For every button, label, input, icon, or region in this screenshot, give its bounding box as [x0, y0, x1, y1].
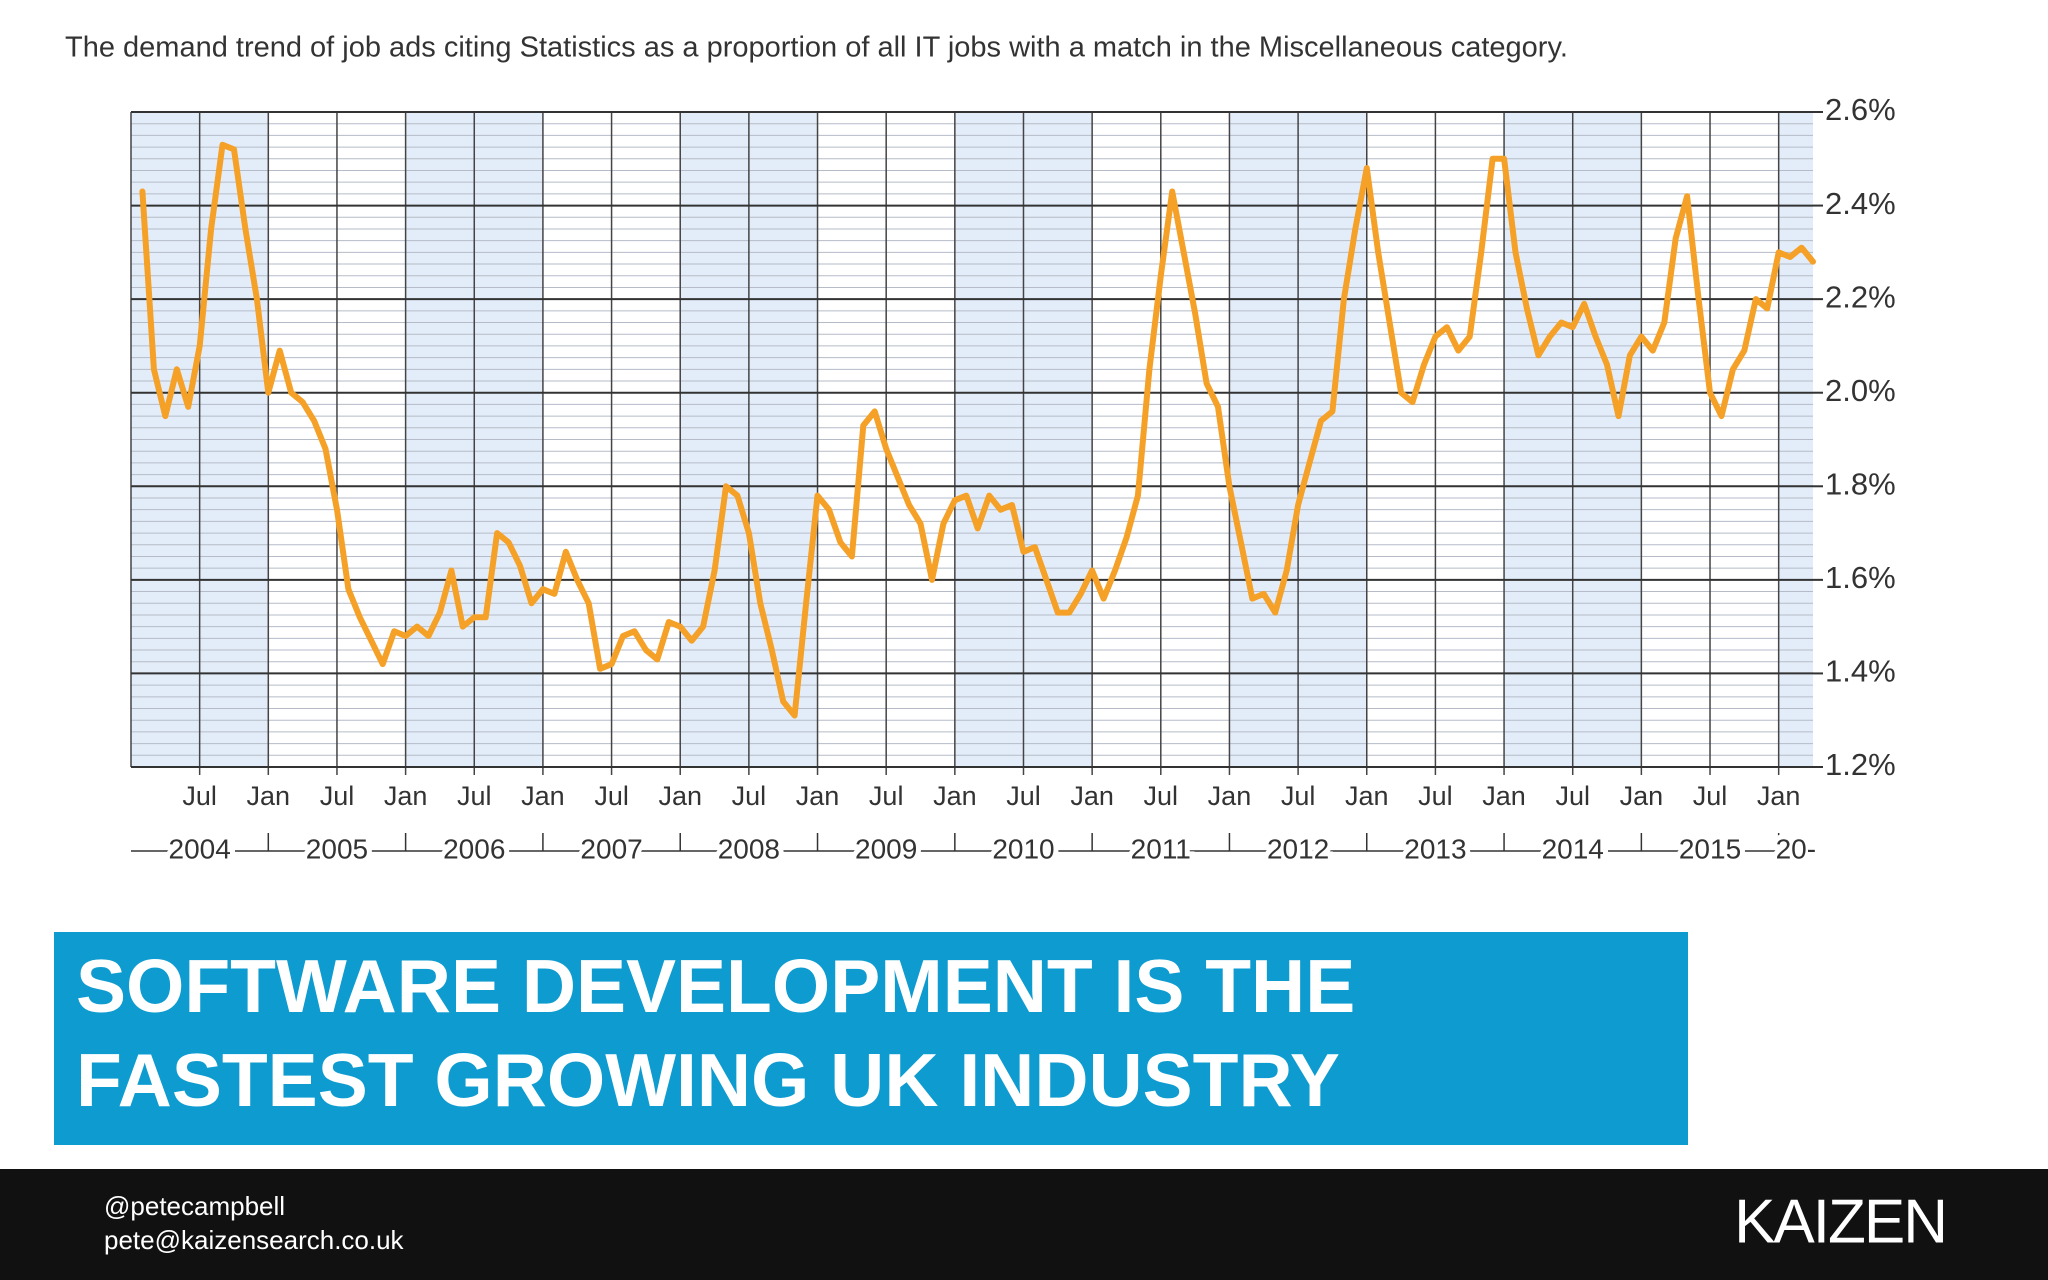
x-tick-label: Jan: [1345, 781, 1389, 811]
x-tick-label: Jul: [457, 781, 492, 811]
plot: Jul Jan Jul Jan Jul Jan Jul Jan Jul Jan Jul Jan Jul J…: [130, 92, 1896, 869]
footer-email: pete@kaizensearch.co.uk: [104, 1225, 405, 1255]
banner-line: SOFTWARE DEVELOPMENT IS THE: [76, 944, 1355, 1028]
banner-line: FASTEST GROWING UK INDUSTRY: [76, 1038, 1340, 1122]
x-tick-label: Jan: [1482, 781, 1526, 811]
x-tick-label: Jan: [658, 781, 702, 811]
year-label: 2007: [580, 833, 642, 864]
y-tick-label: 2.4%: [1825, 186, 1896, 221]
x-tick-label: Jul: [1281, 781, 1316, 811]
footer: [0, 1169, 2048, 1280]
year-label: 20-: [1776, 833, 1816, 864]
year-label: 2004: [169, 833, 231, 864]
x-tick-label: Jan: [1208, 781, 1252, 811]
year-label: 2010: [992, 833, 1054, 864]
y-tick-label: 2.2%: [1825, 279, 1896, 314]
year-label: 2006: [443, 833, 505, 864]
y-tick-label: 2.6%: [1825, 92, 1896, 127]
x-tick-label: Jan: [521, 781, 565, 811]
year-label: 2015: [1679, 833, 1741, 864]
y-tick-label: 1.4%: [1825, 654, 1896, 689]
x-tick-label: Jul: [869, 781, 904, 811]
x-tick-label: Jan: [933, 781, 977, 811]
x-tick-label: Jul: [1418, 781, 1453, 811]
footer-handle: @petecampbell: [104, 1191, 285, 1221]
x-tick-label: Jan: [1757, 781, 1801, 811]
x-tick-label: Jul: [594, 781, 629, 811]
x-tick-label: Jul: [732, 781, 767, 811]
logo: KAIZEN: [1734, 1187, 1946, 1256]
x-tick-label: Jan: [1070, 781, 1114, 811]
year-label: 2013: [1404, 833, 1466, 864]
x-tick-label: Jul: [1555, 781, 1590, 811]
y-tick-label: 2.0%: [1825, 373, 1896, 408]
x-tick-label: Jan: [796, 781, 840, 811]
x-tick-label: Jul: [1693, 781, 1728, 811]
x-tick-label: Jul: [1144, 781, 1179, 811]
banner: [54, 932, 1688, 1145]
x-tick-label: Jul: [182, 781, 217, 811]
year-label: 2014: [1542, 833, 1604, 864]
x-tick-label: Jul: [1006, 781, 1041, 811]
year-label: 2012: [1267, 833, 1329, 864]
year-label: 2009: [855, 833, 917, 864]
year-label: 2008: [718, 833, 780, 864]
y-tick-label: 1.6%: [1825, 560, 1896, 595]
x-tick-label: Jan: [247, 781, 291, 811]
x-tick-label: Jan: [1620, 781, 1664, 811]
year-label: 2011: [1131, 833, 1191, 864]
x-tick-label: Jan: [384, 781, 428, 811]
x-tick-label: Jul: [320, 781, 355, 811]
y-tick-label: 1.2%: [1825, 747, 1896, 782]
y-tick-label: 1.8%: [1825, 466, 1896, 501]
chart-title: The demand trend of job ads citing Stati…: [65, 32, 1568, 64]
data-line: [139, 141, 1816, 719]
year-label: 2005: [306, 833, 368, 864]
